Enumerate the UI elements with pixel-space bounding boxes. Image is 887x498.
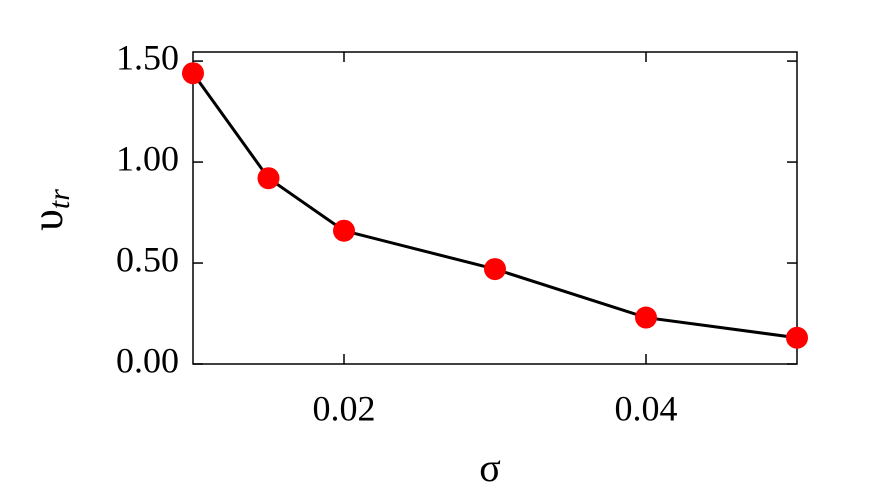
y-label-subscript: tr — [43, 189, 76, 209]
x-axis-label: σ — [479, 445, 501, 490]
marker — [786, 326, 808, 349]
y-axis-label: υtr — [23, 189, 76, 231]
x-tick-label: 0.04 — [615, 388, 678, 428]
marker — [635, 306, 657, 329]
x-tick-label: 0.02 — [313, 388, 376, 428]
y-tick-label: 0.00 — [116, 340, 179, 380]
marker — [257, 167, 280, 190]
marker — [484, 258, 506, 281]
marker — [333, 219, 355, 242]
y-axis-label-group: υtr — [23, 189, 76, 231]
y-label-main: υ — [23, 209, 72, 231]
y-tick-label: 1.00 — [116, 138, 179, 178]
y-tick-label: 1.50 — [116, 37, 179, 77]
marker — [182, 62, 204, 85]
line — [191, 72, 798, 340]
plot-frame — [192, 51, 798, 365]
y-tick-label: 0.50 — [116, 239, 179, 279]
